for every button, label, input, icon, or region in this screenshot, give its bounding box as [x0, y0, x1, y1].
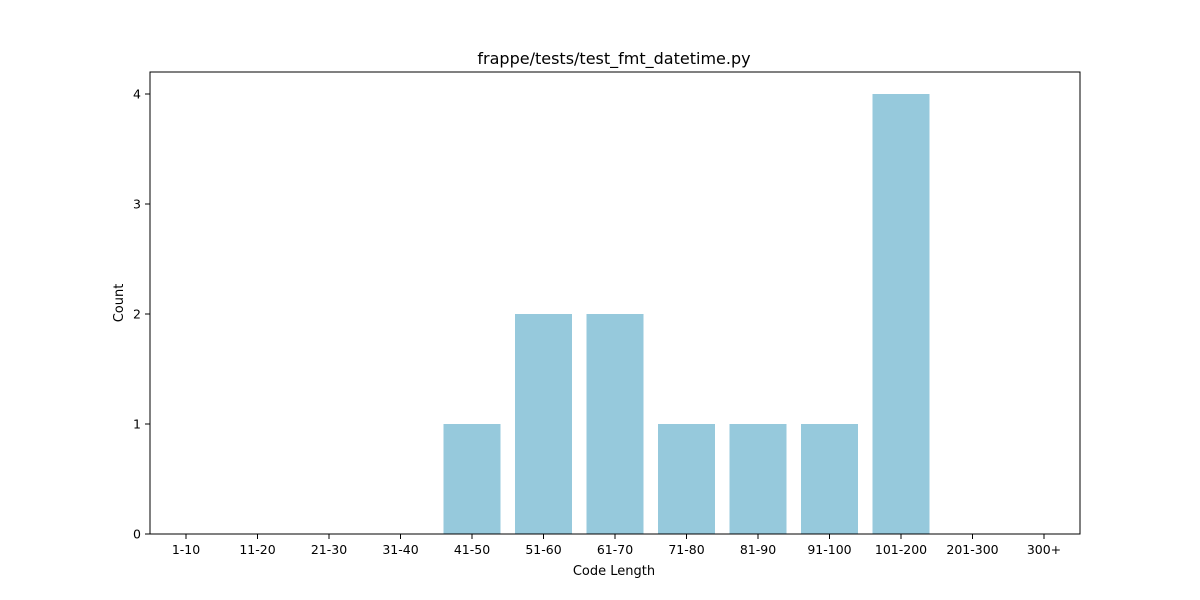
- bars-group: [443, 94, 930, 534]
- bar-71-80: [658, 424, 715, 534]
- y-tick-label: 1: [133, 417, 141, 432]
- bar-61-70: [586, 314, 644, 534]
- bar-81-90: [729, 424, 787, 534]
- x-tick-label: 91-100: [807, 542, 851, 557]
- x-tick-label: 41-50: [454, 542, 490, 557]
- x-tick-label: 71-80: [668, 542, 704, 557]
- x-tick-label: 101-200: [875, 542, 927, 557]
- chart-title: frappe/tests/test_fmt_datetime.py: [477, 49, 750, 69]
- y-tick-label: 0: [133, 527, 141, 542]
- x-tick-label: 51-60: [525, 542, 561, 557]
- x-tick-label: 81-90: [740, 542, 776, 557]
- bar-41-50: [443, 424, 501, 534]
- bar-51-60: [515, 314, 572, 534]
- x-tick-label: 21-30: [311, 542, 347, 557]
- y-tick-label: 4: [133, 87, 141, 102]
- x-tick-label: 61-70: [597, 542, 633, 557]
- y-tick-label: 2: [133, 307, 141, 322]
- plot-frame: [149, 71, 1081, 535]
- x-axis-label: Code Length: [573, 564, 655, 579]
- y-axis-label: Count: [112, 284, 127, 323]
- bar-91-100: [801, 424, 858, 534]
- y-tick-label: 3: [133, 197, 141, 212]
- x-tick-label: 201-300: [946, 542, 998, 557]
- x-axis: 1-10 11-20 21-30 31-40 41-50 51-60 61-70 71-80 8…: [172, 534, 1061, 557]
- y-axis: 0 1 2 3 4: [133, 87, 150, 542]
- bar-101-200: [872, 94, 930, 534]
- x-tick-label: 1-10: [172, 542, 200, 557]
- x-tick-label: 31-40: [382, 542, 418, 557]
- x-tick-label: 11-20: [239, 542, 275, 557]
- x-tick-label: 300+: [1027, 542, 1061, 557]
